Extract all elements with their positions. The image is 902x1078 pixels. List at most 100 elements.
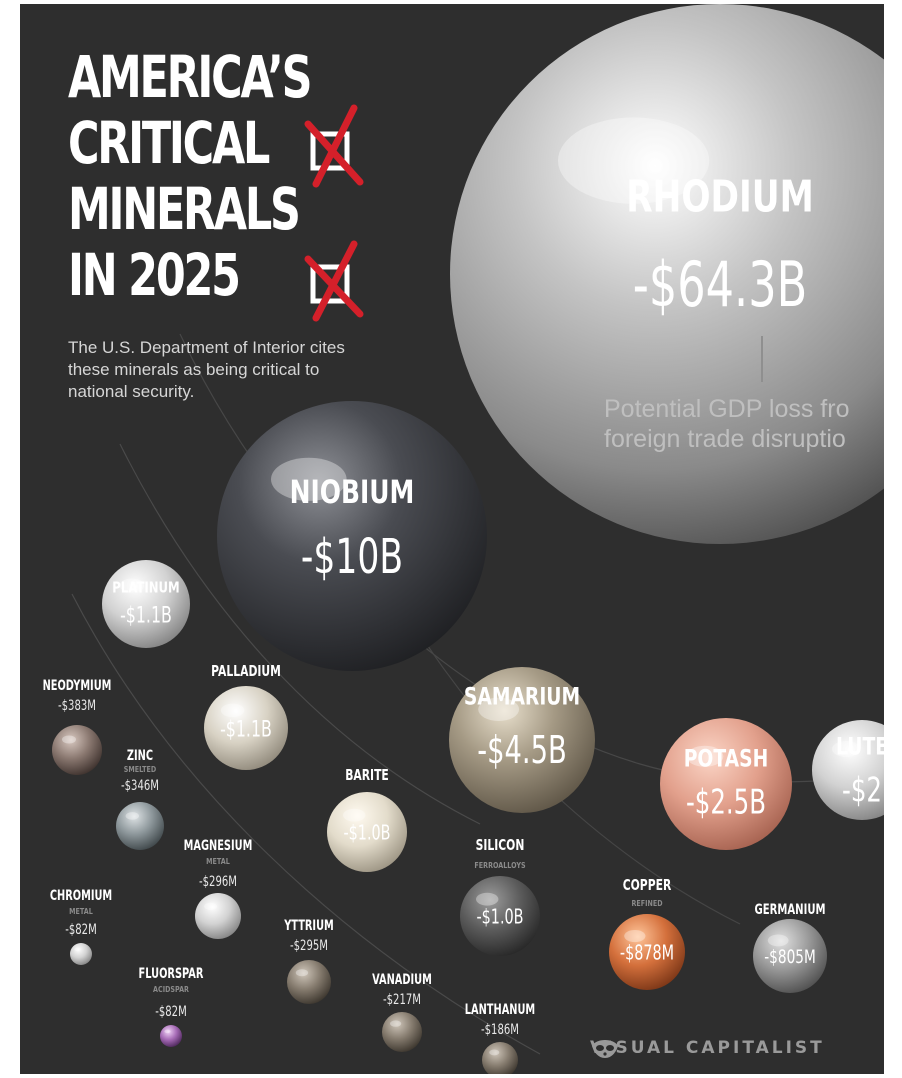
bubble-lanthanum bbox=[482, 1042, 518, 1074]
bubble-value-germanium: -$805M bbox=[764, 946, 816, 968]
gdp-loss-note-line: Potential GDP loss fro bbox=[604, 395, 850, 423]
bubble-label-niobium: NIOBIUM bbox=[290, 473, 415, 511]
bubble-value-magnesium: -$296M bbox=[199, 873, 237, 889]
bubble-value-vanadium: -$217M bbox=[383, 991, 421, 1007]
bubble-palladium bbox=[204, 686, 288, 770]
title-line: IN 2025 bbox=[68, 241, 241, 309]
bubble-value-copper: -$878M bbox=[620, 943, 674, 966]
checked-box-icon bbox=[304, 104, 364, 188]
bubble-rhodium bbox=[450, 4, 884, 544]
bubble-highlight bbox=[343, 808, 366, 822]
bubble-neodymium bbox=[52, 725, 102, 775]
page-title: AMERICA’S CRITICAL MINERALS IN 2025 bbox=[68, 43, 313, 309]
bubble-label-copper: COPPER bbox=[623, 877, 672, 894]
bubble-sublabel-magnesium: METAL bbox=[206, 856, 230, 866]
bubble-potash bbox=[660, 718, 792, 850]
infographic-panel: RHODIUM -$64.3B NIOBIUM -$10B SAMARIUM -$4.5B… bbox=[20, 4, 884, 1074]
bubble-label-lanthanum: LANTHANUM bbox=[465, 1001, 535, 1017]
bubble-highlight bbox=[220, 703, 245, 718]
bubble-highlight bbox=[624, 929, 646, 943]
bubble-label-neodymium: NEODYMIUM bbox=[43, 677, 112, 693]
bubble-label-chromium: CHROMIUM bbox=[50, 887, 112, 903]
bubble-highlight bbox=[204, 902, 218, 911]
bubble-highlight bbox=[767, 934, 789, 947]
title-checkboxes bbox=[304, 104, 364, 322]
bubble-highlight bbox=[832, 741, 860, 757]
bubble-value-zinc: -$346M bbox=[121, 777, 159, 793]
bubble-value-barite: -$1.0B bbox=[343, 823, 390, 846]
bubble-highlight bbox=[558, 117, 710, 204]
brand-name: VISUAL CAPITALIST bbox=[590, 1038, 825, 1058]
bubble-value-chromium: -$82M bbox=[65, 921, 97, 937]
bubble-copper bbox=[609, 914, 685, 990]
bubble-label-silicon: SILICON bbox=[476, 837, 525, 854]
bubble-chromium bbox=[70, 943, 92, 965]
bubble-value-samarium: -$4.5B bbox=[477, 727, 567, 772]
bubble-highlight bbox=[125, 812, 140, 820]
bubble-barite bbox=[327, 792, 407, 872]
bubble-silicon bbox=[460, 876, 540, 956]
bubble-highlight bbox=[62, 735, 76, 744]
gdp-loss-note-line: foreign trade disruptio bbox=[604, 425, 846, 453]
bubble-vanadium bbox=[382, 1012, 422, 1052]
bubble-value-lute: -$2 bbox=[842, 771, 882, 810]
bubble-value-niobium: -$10B bbox=[301, 528, 403, 584]
bubble-highlight bbox=[478, 697, 520, 722]
bubble-sublabel-zinc: SMELTED bbox=[124, 764, 156, 774]
bubble-label-yttrium: YTTRIUM bbox=[283, 917, 333, 933]
bubble-chart: RHODIUM -$64.3B NIOBIUM -$10B SAMARIUM -$4.5B… bbox=[43, 4, 884, 1074]
labels-layer: RHODIUM -$64.3B NIOBIUM -$10B SAMARIUM -$4.5B… bbox=[43, 172, 884, 1038]
bubble-sublabel-chromium: METAL bbox=[69, 906, 93, 916]
bubble-label-germanium: GERMANIUM bbox=[754, 901, 825, 917]
bubble-yttrium bbox=[287, 960, 331, 1004]
bubble-label-lute: LUTE bbox=[836, 734, 884, 762]
bubble-value-yttrium: -$295M bbox=[290, 937, 328, 953]
bubble-highlight bbox=[476, 892, 499, 906]
bubble-label-zinc: ZINC bbox=[127, 747, 153, 763]
bubble-highlight bbox=[164, 1029, 171, 1034]
bubble-highlight bbox=[295, 969, 309, 977]
bubble-label-palladium: PALLADIUM bbox=[211, 663, 281, 680]
bubble-zinc bbox=[116, 802, 164, 850]
bubble-germanium bbox=[753, 919, 827, 993]
bubble-lute bbox=[812, 720, 884, 820]
bubble-samarium bbox=[449, 667, 595, 813]
bubble-value-potash: -$2.5B bbox=[686, 783, 766, 822]
bubble-value-fluorspar: -$82M bbox=[155, 1003, 187, 1019]
bubble-value-palladium: -$1.1B bbox=[220, 716, 272, 742]
bubble-label-platinum: PLATINUM bbox=[112, 580, 179, 597]
bubbles-layer bbox=[52, 4, 884, 1074]
bubble-label-potash: POTASH bbox=[684, 746, 769, 774]
bubble-label-fluorspar: FLUORSPAR bbox=[139, 965, 204, 981]
bubble-highlight bbox=[271, 457, 347, 501]
bubble-highlight bbox=[686, 745, 724, 767]
title-line: CRITICAL bbox=[68, 109, 270, 177]
bubble-niobium bbox=[217, 401, 487, 671]
bubble-label-barite: BARITE bbox=[345, 767, 389, 784]
bubble-label-samarium: SAMARIUM bbox=[464, 684, 580, 712]
bubble-value-rhodium: -$64.3B bbox=[633, 248, 808, 320]
bubble-value-neodymium: -$383M bbox=[58, 697, 96, 713]
title-line: MINERALS bbox=[68, 175, 301, 243]
bubble-value-platinum: -$1.1B bbox=[120, 602, 172, 628]
bubble-label-vanadium: VANADIUM bbox=[372, 971, 432, 987]
bubble-value-silicon: -$1.0B bbox=[476, 907, 523, 930]
page-subtitle: The U.S. Department of Interior cites th… bbox=[68, 338, 345, 401]
bubble-sublabel-fluorspar: ACIDSPAR bbox=[153, 984, 189, 994]
bubble-sublabel-silicon: FERROALLOYS bbox=[474, 860, 525, 870]
bubble-highlight bbox=[74, 947, 81, 952]
bubble-label-magnesium: MAGNESIUM bbox=[184, 837, 253, 853]
bubble-highlight bbox=[119, 578, 145, 593]
bubble-magnesium bbox=[195, 893, 241, 939]
brand-logo: VISUAL CAPITALIST bbox=[590, 1038, 825, 1058]
raccoon-icon bbox=[592, 1040, 618, 1058]
bubble-sublabel-copper: REFINED bbox=[631, 898, 662, 908]
gdp-loss-note: Potential GDP loss fro foreign trade dis… bbox=[604, 394, 849, 454]
bubble-label-rhodium: RHODIUM bbox=[626, 172, 814, 223]
bubble-value-lanthanum: -$186M bbox=[481, 1021, 519, 1037]
bubble-highlight bbox=[390, 1020, 402, 1027]
title-line: AMERICA’S bbox=[68, 43, 313, 111]
checked-box-icon bbox=[304, 240, 364, 322]
bubble-fluorspar bbox=[160, 1025, 182, 1047]
bubble-highlight bbox=[489, 1049, 500, 1056]
